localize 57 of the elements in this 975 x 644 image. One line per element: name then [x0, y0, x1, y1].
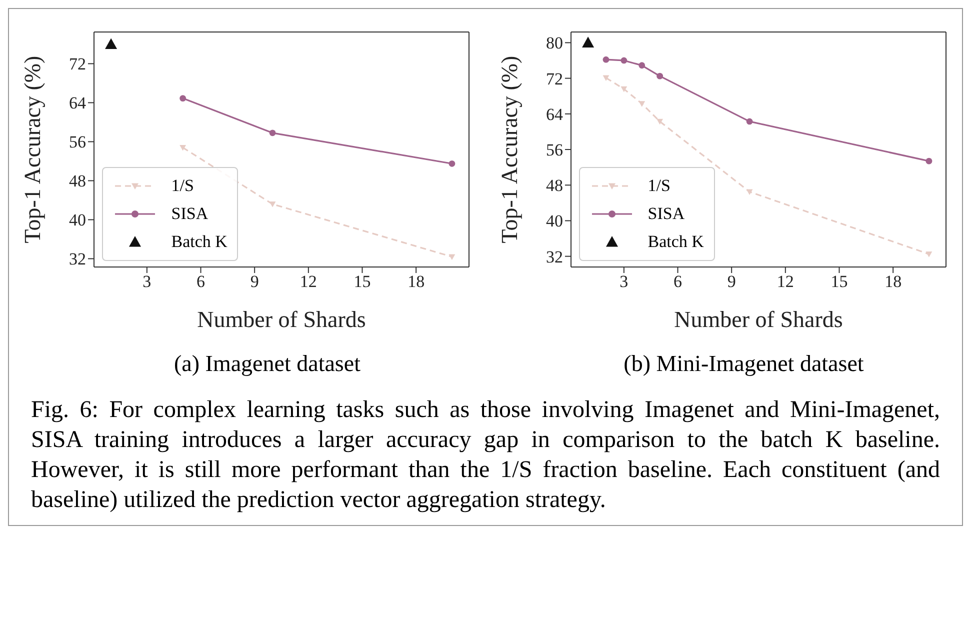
point — [180, 144, 186, 151]
y-tick-label: 40 — [546, 212, 563, 231]
x-tick-label: 9 — [727, 272, 736, 292]
point — [270, 130, 276, 136]
y-tick-label: 72 — [69, 54, 86, 74]
point — [638, 62, 645, 69]
y-axis-title: Top-1 Accuracy (%) — [496, 56, 522, 244]
point — [180, 95, 186, 102]
x-tick-label: 15 — [830, 272, 848, 292]
y-tick-label: 48 — [69, 172, 86, 191]
point — [656, 118, 663, 125]
text: (a) Imagenet dataset — [173, 351, 362, 377]
x-tick-label: 6 — [673, 272, 682, 292]
point — [746, 189, 752, 195]
legend-label: 1/S — [648, 176, 670, 196]
legend-label: Batch K — [171, 232, 228, 252]
x-axis-title: Number of Shards — [674, 307, 843, 332]
point — [449, 254, 456, 260]
point — [602, 75, 609, 82]
y-tick-label: 72 — [546, 69, 563, 88]
x-tick-label: 3 — [142, 272, 152, 292]
x-tick-label: 12 — [776, 272, 794, 292]
y-tick-label: 48 — [546, 176, 563, 196]
point — [105, 38, 118, 49]
y-axis-title: Top-1 Accuracy (%) — [20, 56, 46, 244]
x-tick-label: 3 — [619, 272, 628, 292]
point — [926, 252, 932, 258]
text: (b) Mini-Imagenet dataset — [622, 351, 865, 377]
y-tick-label: 80 — [546, 34, 563, 53]
point — [620, 86, 627, 92]
point — [656, 72, 663, 80]
y-tick-label: 32 — [69, 250, 86, 269]
y-tick-label: 56 — [69, 132, 86, 152]
y-tick-label: 64 — [546, 104, 564, 124]
x-tick-label: 12 — [300, 272, 318, 292]
x-tick-label: 6 — [196, 272, 206, 292]
x-tick-label: 15 — [354, 272, 371, 292]
point — [602, 56, 609, 63]
x-tick-label: 18 — [408, 272, 425, 292]
y-tick-label: 64 — [69, 94, 87, 113]
y-tick-label: 32 — [546, 247, 563, 266]
point — [582, 36, 594, 48]
point — [746, 118, 752, 125]
x-axis-title: Number of Shards — [197, 307, 366, 332]
y-tick-label: 56 — [546, 140, 563, 160]
legend-label: SISA — [171, 204, 208, 224]
legend-label: SISA — [648, 204, 685, 224]
point — [926, 158, 932, 164]
point — [270, 202, 276, 208]
legend-label: 1/S — [171, 176, 194, 196]
x-tick-label: 18 — [884, 272, 902, 292]
legend-label: Batch K — [648, 232, 704, 252]
caption: Fig. 6: For complex learning tasks such as those involving Imagenet and Mini-Imagenet, SISA training introduces a larger accuracy gap in comparison to the batch K baseline. However, it is still more performant than the 1/S fraction baseline. Each constituent (and baseline) utilized the prediction vector aggregation strategy. — [30, 396, 941, 515]
point — [449, 160, 456, 167]
x-tick-label: 9 — [250, 272, 260, 292]
y-tick-label: 40 — [69, 210, 86, 230]
point — [620, 57, 627, 64]
